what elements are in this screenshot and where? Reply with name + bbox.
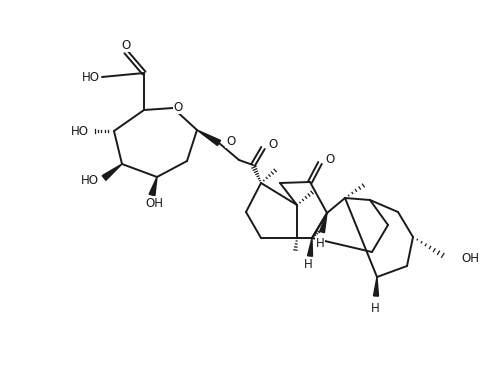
Text: O: O	[174, 101, 183, 114]
Polygon shape	[149, 177, 157, 196]
Text: H: H	[304, 258, 312, 272]
Text: O: O	[268, 138, 277, 150]
Text: OH: OH	[461, 251, 479, 264]
Text: O: O	[226, 134, 235, 147]
Polygon shape	[319, 213, 327, 233]
Polygon shape	[197, 130, 221, 146]
Polygon shape	[308, 238, 312, 256]
Text: O: O	[122, 38, 130, 51]
Text: O: O	[325, 152, 334, 165]
Polygon shape	[373, 277, 378, 296]
Text: HO: HO	[81, 173, 99, 187]
Text: HO: HO	[71, 125, 89, 138]
Text: H: H	[315, 237, 324, 250]
Text: H: H	[371, 301, 379, 314]
Text: OH: OH	[145, 197, 163, 210]
Text: HO: HO	[82, 70, 100, 83]
Polygon shape	[102, 164, 122, 180]
